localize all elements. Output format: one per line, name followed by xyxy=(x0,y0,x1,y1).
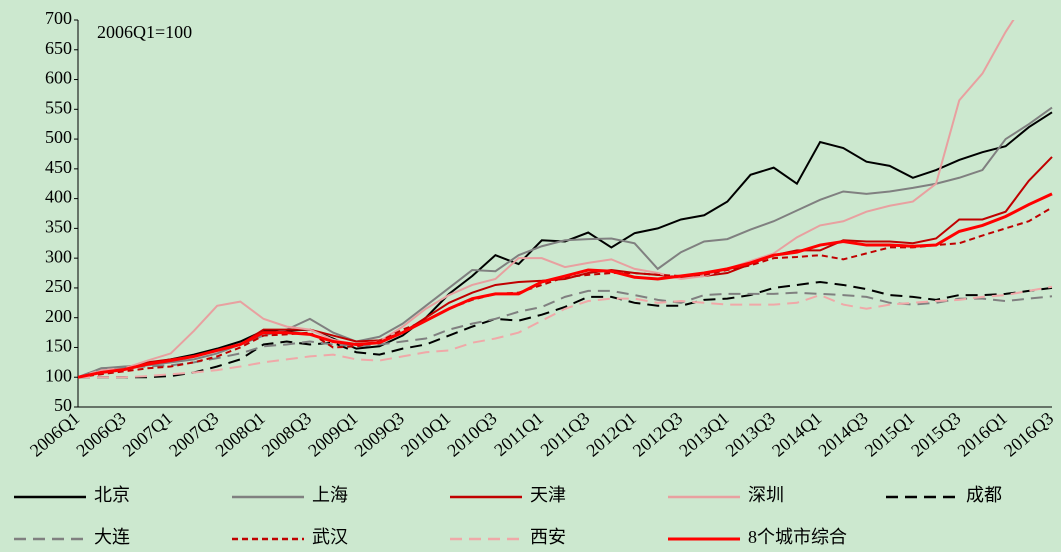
y-tick-label: 450 xyxy=(45,157,72,177)
y-tick-label: 250 xyxy=(45,276,72,296)
series-line xyxy=(78,20,1015,379)
series-line xyxy=(78,285,1053,379)
y-tick-label: 50 xyxy=(54,395,72,415)
y-tick-label: 550 xyxy=(45,97,72,117)
y-tick-label: 700 xyxy=(45,8,72,28)
y-tick-label: 500 xyxy=(45,127,72,147)
legend-label: 西安 xyxy=(530,527,566,547)
legend-label: 上海 xyxy=(312,485,348,505)
y-tick-label: 650 xyxy=(45,38,72,58)
legend-label: 武汉 xyxy=(312,527,348,547)
series-line xyxy=(78,111,1053,379)
series-line xyxy=(78,289,1053,379)
y-tick-label: 150 xyxy=(45,336,72,356)
y-tick-label: 350 xyxy=(45,217,72,237)
legend-label: 深圳 xyxy=(748,485,784,505)
series-line xyxy=(78,280,1053,379)
legend-label: 大连 xyxy=(94,527,130,547)
legend-label: 成都 xyxy=(966,485,1002,505)
legend-label: 天津 xyxy=(530,485,566,505)
plot-lines xyxy=(78,20,1053,379)
legend-label: 8个城市综合 xyxy=(748,527,847,547)
annotation: 2006Q1=100 xyxy=(97,22,192,42)
y-tick-label: 600 xyxy=(45,68,72,88)
y-tick-label: 200 xyxy=(45,306,72,326)
y-tick-label: 100 xyxy=(45,365,72,385)
y-tick-label: 300 xyxy=(45,246,72,266)
series-line xyxy=(78,192,1053,379)
legend-label: 北京 xyxy=(94,485,130,505)
y-tick-label: 400 xyxy=(45,187,72,207)
